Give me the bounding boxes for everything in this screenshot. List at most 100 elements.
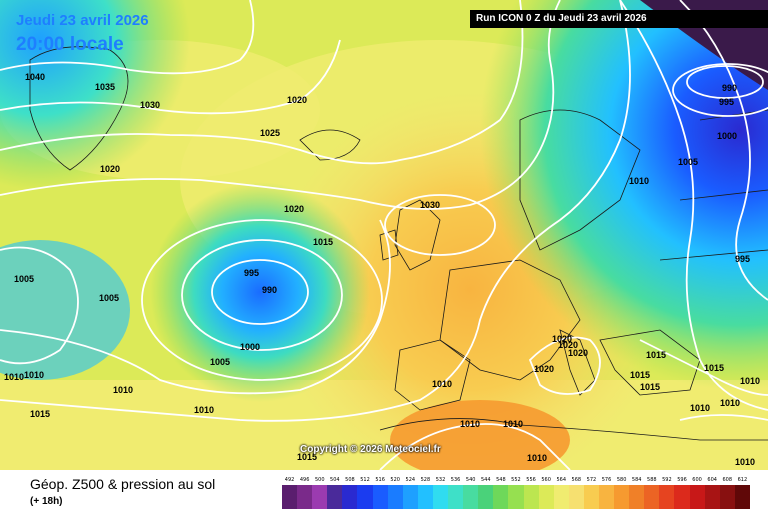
legend-swatch (402, 485, 418, 509)
legend-swatch (493, 485, 509, 509)
legend-swatch (583, 485, 599, 509)
isobar-value-label: 1000 (240, 342, 260, 352)
legend-swatch (448, 485, 464, 509)
product-title: Géop. Z500 & pression au sol (30, 476, 216, 492)
legend-swatch (282, 485, 298, 509)
isobar-value-label: 1040 (25, 72, 45, 82)
isobar-value-label: 995 (244, 268, 259, 278)
map-canvas: 1040103510301020102010251030102010159959… (0, 0, 768, 470)
isobar-value-label: 1015 (30, 409, 50, 419)
legend-level-label: 568 (571, 477, 582, 483)
legend-swatch (463, 485, 479, 509)
isobar-value-label: 1010 (432, 379, 452, 389)
legend-level-label: 584 (631, 477, 642, 483)
isobar-value-label: 1005 (99, 293, 119, 303)
isobar-value-label: 990 (722, 83, 737, 93)
isobar-value-label: 1010 (690, 403, 710, 413)
legend-level-label: 552 (511, 477, 521, 483)
legend-level-label: 492 (284, 477, 295, 483)
legend-level-label: 516 (375, 477, 385, 483)
legend-level-label: 524 (405, 477, 416, 483)
legend-level-label: 604 (707, 477, 717, 483)
legend-swatch (417, 485, 433, 509)
isobar-value-label: 995 (735, 254, 750, 264)
isobar-value-label: 1010 (629, 176, 649, 186)
legend-level-label: 504 (330, 477, 340, 483)
legend-swatch (508, 485, 524, 509)
isobar-value-label: 1020 (552, 334, 572, 344)
legend-swatch (704, 485, 720, 509)
isobar-value-label: 1010 (740, 376, 760, 386)
legend-level-label: 548 (496, 477, 506, 483)
legend-level-label: 556 (526, 477, 536, 483)
run-info-banner: Run ICON 0 Z du Jeudi 23 avril 2026 (470, 10, 768, 28)
lead-time: (+ 18h) (30, 496, 63, 507)
isobar-value-label: 1010 (194, 405, 214, 415)
legend-level-label: 536 (450, 477, 461, 483)
isobar-value-label: 995 (719, 97, 734, 107)
legend-swatch (553, 485, 569, 509)
isobar-value-label: 1020 (534, 364, 554, 374)
isobar-value-label: 1010 (735, 457, 755, 467)
isobar-value-label: 1005 (210, 357, 230, 367)
isobar-value-label: 1015 (704, 363, 724, 373)
isobar-value-label: 1015 (640, 382, 660, 392)
atlantic-low-field (0, 0, 768, 470)
isobar-value-label: 1030 (420, 200, 440, 210)
isobar-value-label: 1010 (460, 419, 480, 429)
legend-level-label: 544 (480, 477, 491, 483)
legend-swatch (372, 485, 388, 509)
legend-swatch (568, 485, 584, 509)
legend-swatch (387, 485, 403, 509)
legend-swatch (478, 485, 494, 509)
legend-level-label: 564 (556, 477, 566, 483)
legend-swatch (312, 485, 328, 509)
isobar-value-label: 1020 (100, 164, 120, 174)
legend-level-label: 500 (314, 477, 325, 483)
isobar-value-label: 1020 (558, 340, 578, 350)
isobar-value-label: 1010 (503, 419, 523, 429)
legend-swatch (523, 485, 539, 509)
legend-level-label: 592 (662, 477, 672, 483)
legend-swatch (327, 485, 343, 509)
legend-swatch (659, 485, 675, 509)
legend-level-label: 540 (465, 477, 476, 483)
isobar-labels: 1040103510301020102010251030102010159959… (4, 72, 760, 467)
isobar-value-label: 1005 (678, 157, 698, 167)
isobar-value-label: 1025 (260, 128, 280, 138)
legend-swatch (297, 485, 313, 509)
isobar-value-label: 1010 (720, 398, 740, 408)
legend-swatch (674, 485, 690, 509)
legend-swatch (719, 485, 735, 509)
legend-level-label: 588 (647, 477, 657, 483)
legend-level-label: 512 (360, 477, 370, 483)
isobar-value-label: 1015 (313, 237, 333, 247)
isobar-value-label: 1035 (95, 82, 115, 92)
isobar-value-label: 990 (262, 285, 277, 295)
legend-swatch (432, 485, 449, 509)
legend-swatches (282, 485, 750, 509)
legend-swatch (342, 485, 358, 509)
isobar-value-label: 1015 (297, 452, 317, 462)
isobar-value-label: 1020 (284, 204, 304, 214)
isobar-value-label: 1020 (287, 95, 307, 105)
legend-level-label: 576 (601, 477, 612, 483)
legend-level-label: 572 (586, 477, 597, 483)
legend-swatch (689, 485, 705, 509)
color-scale-legend: 492 496 500 504 508 512 516 520 524 528 532 536 540 5… (282, 477, 750, 509)
legend-swatch (538, 485, 554, 509)
isobar-value-label: 1000 (717, 131, 737, 141)
isobar-value-label: 1015 (630, 370, 650, 380)
legend-level-label: 560 (541, 477, 551, 483)
legend-level-label: 612 (737, 477, 748, 483)
legend-labels: 492 496 500 504 508 512 516 520 524 528 532 536 540 5… (282, 477, 750, 483)
isobar-value-label: 1010 (113, 385, 133, 395)
isobar-value-label: 1010 (527, 453, 547, 463)
isobar-lines (0, 0, 768, 470)
legend-swatch (644, 485, 660, 509)
forecast-date: Jeudi 23 avril 2026 (16, 12, 149, 29)
isobar-value-label: 1005 (14, 274, 34, 284)
legend-level-label: 508 (345, 477, 355, 483)
legend-level-label: 580 (616, 477, 627, 483)
